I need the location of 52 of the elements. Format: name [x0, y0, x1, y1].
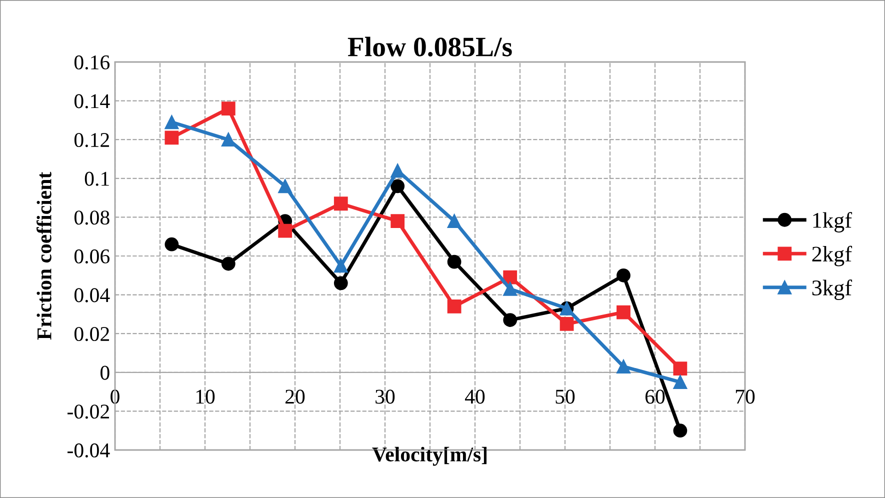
x-tick-label: 70 — [736, 390, 755, 404]
point — [616, 360, 630, 374]
legend-label: 1kgf — [813, 212, 852, 232]
point — [334, 276, 348, 290]
point — [447, 299, 462, 314]
x-tick-label: 20 — [286, 390, 305, 404]
y-tick-label: 0 — [100, 366, 110, 380]
chart-title: Flow 0.085L/s — [348, 36, 512, 56]
y-tick-label: 0.06 — [74, 249, 110, 264]
x-tick-label: 0 — [110, 390, 120, 404]
point — [164, 115, 179, 130]
point — [503, 313, 518, 327]
x-tick-label: 30 — [376, 390, 395, 404]
y-tick-label: 0.14 — [74, 94, 110, 108]
legend-label: 2kgf — [812, 246, 852, 266]
point — [390, 214, 405, 228]
point — [673, 375, 688, 390]
point — [673, 424, 688, 438]
point — [447, 214, 462, 228]
y-tick-label: 0.04 — [74, 288, 110, 302]
point — [334, 258, 348, 273]
point — [560, 316, 574, 331]
point — [164, 130, 179, 145]
point — [390, 164, 405, 178]
x-tick-label: 40 — [464, 390, 485, 404]
point — [447, 254, 462, 269]
point — [221, 132, 236, 147]
x-axis-title: Velocity[m/s] — [372, 446, 487, 466]
y-tick-label: 0.16 — [74, 55, 110, 70]
point — [503, 282, 518, 296]
y-tick-label: 0.02 — [74, 326, 109, 342]
x-tick-label: 10 — [196, 390, 215, 404]
y-tick-label: -0.04 — [68, 443, 110, 458]
point — [673, 362, 688, 376]
point — [616, 268, 630, 282]
point — [616, 305, 630, 320]
point — [221, 102, 236, 116]
x-tick-label: 50 — [556, 390, 575, 404]
point — [164, 237, 179, 252]
x-tick-label: 60 — [645, 390, 665, 404]
point — [221, 256, 236, 271]
legend-label: 3kgf — [812, 280, 852, 300]
point — [334, 196, 348, 211]
point — [278, 224, 292, 238]
point — [278, 179, 292, 194]
point — [503, 270, 518, 284]
point — [390, 179, 405, 194]
y-tick-label: -0.02 — [68, 404, 109, 419]
y-axis-title: Friction coefficient — [36, 172, 52, 340]
y-tick-label: 0.1 — [84, 172, 109, 186]
y-tick-label: 0.08 — [74, 210, 110, 225]
y-tick-label: 0.12 — [74, 132, 109, 148]
